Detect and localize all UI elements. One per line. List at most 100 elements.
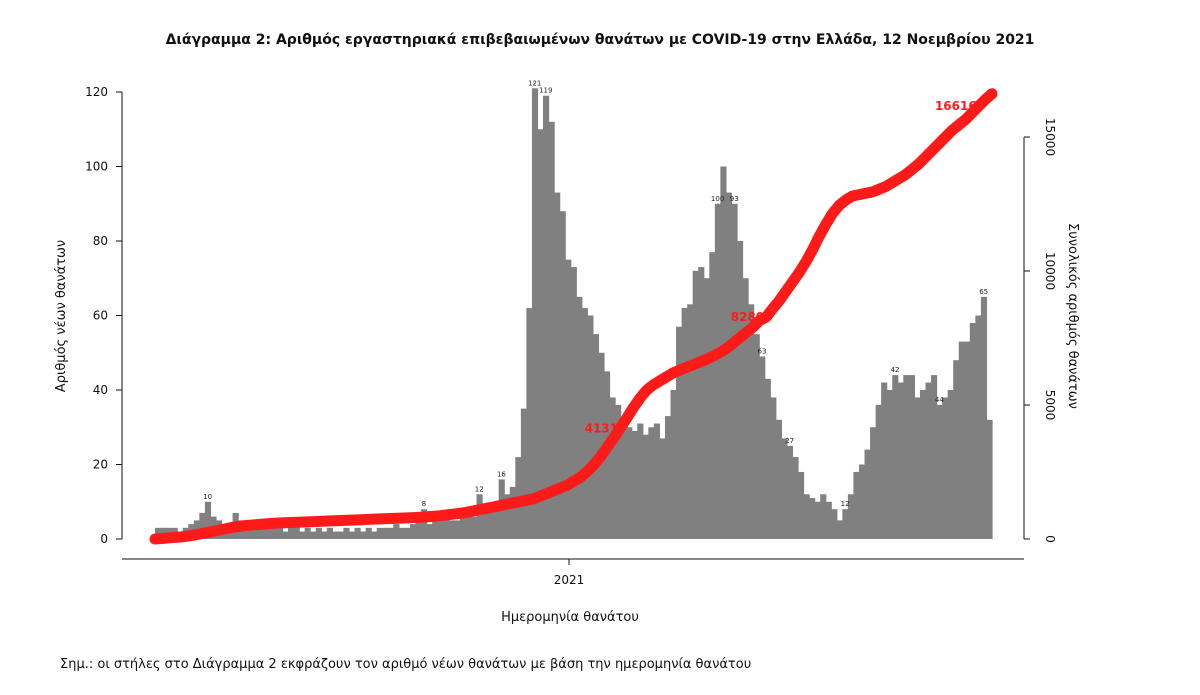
bar bbox=[459, 516, 467, 539]
bar bbox=[565, 259, 572, 540]
bar bbox=[897, 382, 904, 539]
bar bbox=[626, 427, 633, 539]
bar bbox=[592, 334, 600, 540]
bar bbox=[426, 524, 433, 539]
bar bbox=[886, 390, 893, 539]
bar bbox=[703, 278, 710, 539]
bar bbox=[204, 501, 212, 539]
bar bbox=[365, 527, 372, 539]
bar-value-label: 65 bbox=[979, 288, 988, 296]
bar bbox=[415, 520, 422, 540]
bar bbox=[559, 211, 566, 539]
bar bbox=[199, 512, 206, 539]
bar bbox=[576, 296, 583, 540]
bar bbox=[393, 524, 400, 539]
bar bbox=[487, 509, 494, 539]
bar bbox=[825, 501, 832, 539]
bar bbox=[387, 527, 394, 539]
bar bbox=[770, 397, 777, 539]
bar bbox=[520, 408, 527, 540]
bar bbox=[698, 267, 705, 539]
bar bbox=[753, 334, 760, 540]
line-annotations: 4131 8280 16616 bbox=[585, 99, 977, 435]
bar-value-label: 16 bbox=[497, 470, 506, 478]
bar bbox=[980, 296, 988, 540]
bar bbox=[537, 129, 544, 539]
bar bbox=[587, 315, 594, 539]
bar bbox=[349, 531, 356, 539]
bar bbox=[958, 341, 965, 539]
bar bbox=[409, 524, 417, 539]
y-tick-label: 80 bbox=[93, 234, 108, 248]
x-axis-label: Ημερομηνία θανάτου bbox=[501, 610, 639, 625]
y-tick-label: 100 bbox=[85, 160, 108, 174]
bar bbox=[631, 430, 638, 539]
bar bbox=[748, 304, 755, 539]
bar bbox=[903, 375, 910, 539]
bar-value-label: 27 bbox=[785, 437, 794, 445]
bar bbox=[908, 375, 915, 539]
bar bbox=[265, 524, 272, 539]
bar bbox=[870, 427, 877, 539]
y2-tick-label: 0 bbox=[1043, 535, 1057, 543]
footnote: Σημ.: οι στήλες στο Διάγραμμα 2 εκφράζου… bbox=[60, 657, 752, 672]
bar bbox=[282, 531, 289, 539]
bar bbox=[443, 516, 450, 539]
bar bbox=[493, 505, 500, 539]
bar bbox=[759, 356, 766, 539]
bar bbox=[964, 341, 971, 539]
bar bbox=[653, 423, 661, 539]
bar bbox=[271, 527, 278, 539]
bar bbox=[803, 494, 810, 539]
y2-tick-label: 15000 bbox=[1043, 118, 1057, 156]
bar bbox=[254, 524, 261, 539]
line-annotation: 4131 bbox=[585, 421, 618, 435]
bar bbox=[681, 308, 688, 539]
bar bbox=[986, 419, 993, 539]
bar bbox=[836, 520, 843, 540]
bar bbox=[858, 464, 866, 539]
y2-tick-label: 5000 bbox=[1043, 390, 1057, 421]
bar bbox=[775, 419, 782, 539]
bar bbox=[249, 527, 256, 539]
bar-value-label: 12 bbox=[475, 485, 484, 493]
bar-value-label: 93 bbox=[730, 195, 739, 203]
bar bbox=[809, 498, 816, 539]
bar bbox=[543, 95, 550, 539]
bar-value-label: 63 bbox=[757, 347, 766, 355]
bar bbox=[465, 509, 472, 539]
y-tick-label: 60 bbox=[93, 309, 108, 323]
bar bbox=[831, 509, 838, 539]
bar bbox=[919, 390, 927, 539]
bar-series bbox=[155, 88, 993, 540]
bar bbox=[792, 457, 799, 539]
bar bbox=[609, 397, 616, 539]
bar bbox=[820, 494, 827, 539]
bar bbox=[975, 315, 982, 539]
bar bbox=[310, 531, 317, 539]
bar bbox=[781, 438, 788, 539]
y2-tick-label: 10000 bbox=[1043, 252, 1057, 290]
bar-value-label: 8 bbox=[422, 500, 426, 508]
bar bbox=[476, 494, 483, 539]
bar bbox=[454, 520, 461, 540]
bar bbox=[969, 322, 976, 539]
chart-title: Διάγραμμα 2: Αριθμός εργαστηριακά επιβεβ… bbox=[165, 32, 1035, 48]
bar bbox=[692, 270, 699, 539]
axes: 0 20 40 60 80 100 120 0 5000 10000 15000 2021 bbox=[85, 85, 1057, 587]
bar bbox=[243, 524, 250, 539]
bar bbox=[432, 520, 439, 540]
bar bbox=[526, 308, 533, 539]
x-tick-label: 2021 bbox=[554, 573, 585, 587]
bar bbox=[914, 397, 921, 539]
cumulative-deaths-line bbox=[149, 88, 998, 545]
bar bbox=[315, 527, 322, 539]
bar bbox=[332, 531, 339, 539]
bar-value-label: 121 bbox=[528, 79, 541, 87]
bar-value-label: 42 bbox=[891, 366, 900, 374]
bar bbox=[288, 527, 295, 539]
bar-value-label: 12 bbox=[841, 500, 850, 508]
bar bbox=[343, 527, 350, 539]
bar bbox=[709, 252, 716, 540]
